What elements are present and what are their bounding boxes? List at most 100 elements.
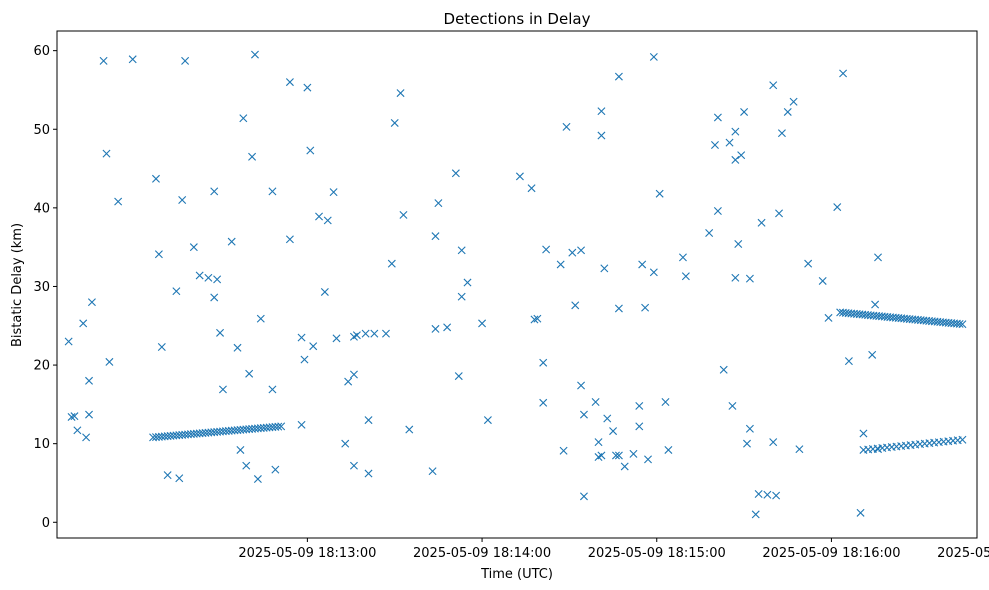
data-point	[285, 78, 294, 87]
data-point	[635, 401, 644, 410]
data-point	[655, 189, 664, 198]
y-tick-label: 10	[33, 437, 50, 452]
data-point	[594, 438, 603, 447]
data-point	[218, 385, 227, 394]
data-point	[381, 329, 390, 338]
data-point	[227, 237, 236, 246]
data-point	[772, 491, 781, 500]
data-point	[868, 350, 877, 359]
data-point	[399, 210, 408, 219]
y-tick-label: 60	[33, 44, 50, 59]
data-point	[102, 149, 111, 158]
data-point	[751, 510, 760, 519]
data-point	[151, 174, 160, 183]
data-point	[85, 376, 94, 385]
data-point	[248, 152, 257, 161]
data-point	[189, 243, 198, 252]
data-point	[874, 253, 883, 262]
data-point	[85, 410, 94, 419]
data-point	[364, 416, 373, 425]
data-point	[597, 131, 606, 140]
data-point	[777, 129, 786, 138]
data-point	[352, 331, 361, 340]
data-point	[754, 489, 763, 498]
data-point	[323, 216, 332, 225]
x-axis: 2025-05-09 18:13:00 2025-05-09 18:14:00 20…	[238, 538, 989, 561]
data-point	[451, 169, 460, 178]
data-point	[859, 429, 868, 438]
plot-frame	[56, 30, 978, 539]
data-point	[579, 410, 588, 419]
data-point	[571, 301, 580, 310]
data-point	[789, 97, 798, 106]
data-point	[795, 445, 804, 454]
data-point	[533, 314, 542, 323]
data-point	[725, 138, 734, 147]
data-point	[210, 293, 219, 302]
data-point	[431, 324, 440, 333]
data-point	[239, 114, 248, 123]
data-point	[157, 343, 166, 351]
data-point	[463, 278, 472, 287]
data-point	[577, 381, 586, 390]
data-point	[370, 329, 379, 338]
data-point	[577, 246, 586, 255]
data-point	[306, 146, 315, 155]
data-point	[256, 314, 265, 323]
data-point	[871, 300, 880, 309]
x-tick-label: 2025-05-09 18:17:00	[937, 546, 989, 561]
y-tick-label: 50	[33, 123, 50, 138]
data-point	[454, 372, 463, 381]
data-point	[603, 414, 612, 423]
data-point	[609, 427, 618, 436]
data-point	[268, 385, 277, 394]
data-point	[745, 274, 754, 283]
data-point	[597, 451, 606, 460]
data-point	[539, 358, 548, 367]
data-point	[664, 445, 673, 454]
data-point	[769, 438, 778, 447]
data-point	[233, 343, 242, 352]
data-point	[743, 439, 751, 448]
data-point	[515, 172, 524, 181]
y-axis-label: Bistatic Delay (km)	[10, 223, 25, 347]
data-point	[710, 140, 719, 149]
data-point	[434, 199, 443, 208]
data-points	[64, 50, 967, 519]
data-point	[70, 412, 79, 421]
data-point	[236, 445, 245, 454]
data-point	[641, 303, 650, 312]
data-point	[734, 240, 743, 249]
data-point	[783, 107, 792, 116]
data-point	[562, 122, 571, 131]
data-point	[844, 357, 853, 366]
data-point	[105, 357, 114, 366]
x-axis-label: Time (UTC)	[480, 567, 553, 582]
y-tick-label: 0	[42, 516, 50, 531]
data-point	[597, 107, 606, 116]
data-point	[181, 56, 190, 65]
data-point	[600, 264, 609, 273]
data-point	[204, 273, 213, 282]
data-point	[527, 184, 536, 193]
data-point	[611, 451, 620, 460]
data-point	[320, 287, 329, 296]
data-point	[364, 469, 373, 478]
data-point	[681, 272, 690, 281]
data-point	[824, 313, 833, 322]
x-tick-label: 2025-05-09 18:13:00	[238, 546, 376, 561]
data-point	[833, 203, 842, 212]
data-point	[620, 462, 629, 471]
data-point	[478, 319, 487, 328]
data-point	[728, 401, 737, 410]
data-point	[297, 333, 306, 342]
data-point	[274, 422, 283, 431]
data-point	[649, 268, 658, 277]
data-point	[332, 334, 341, 343]
data-point	[99, 56, 108, 65]
data-point	[344, 377, 353, 386]
data-point	[245, 369, 254, 378]
data-point	[213, 275, 222, 284]
data-point	[740, 107, 749, 116]
data-point	[216, 328, 225, 337]
